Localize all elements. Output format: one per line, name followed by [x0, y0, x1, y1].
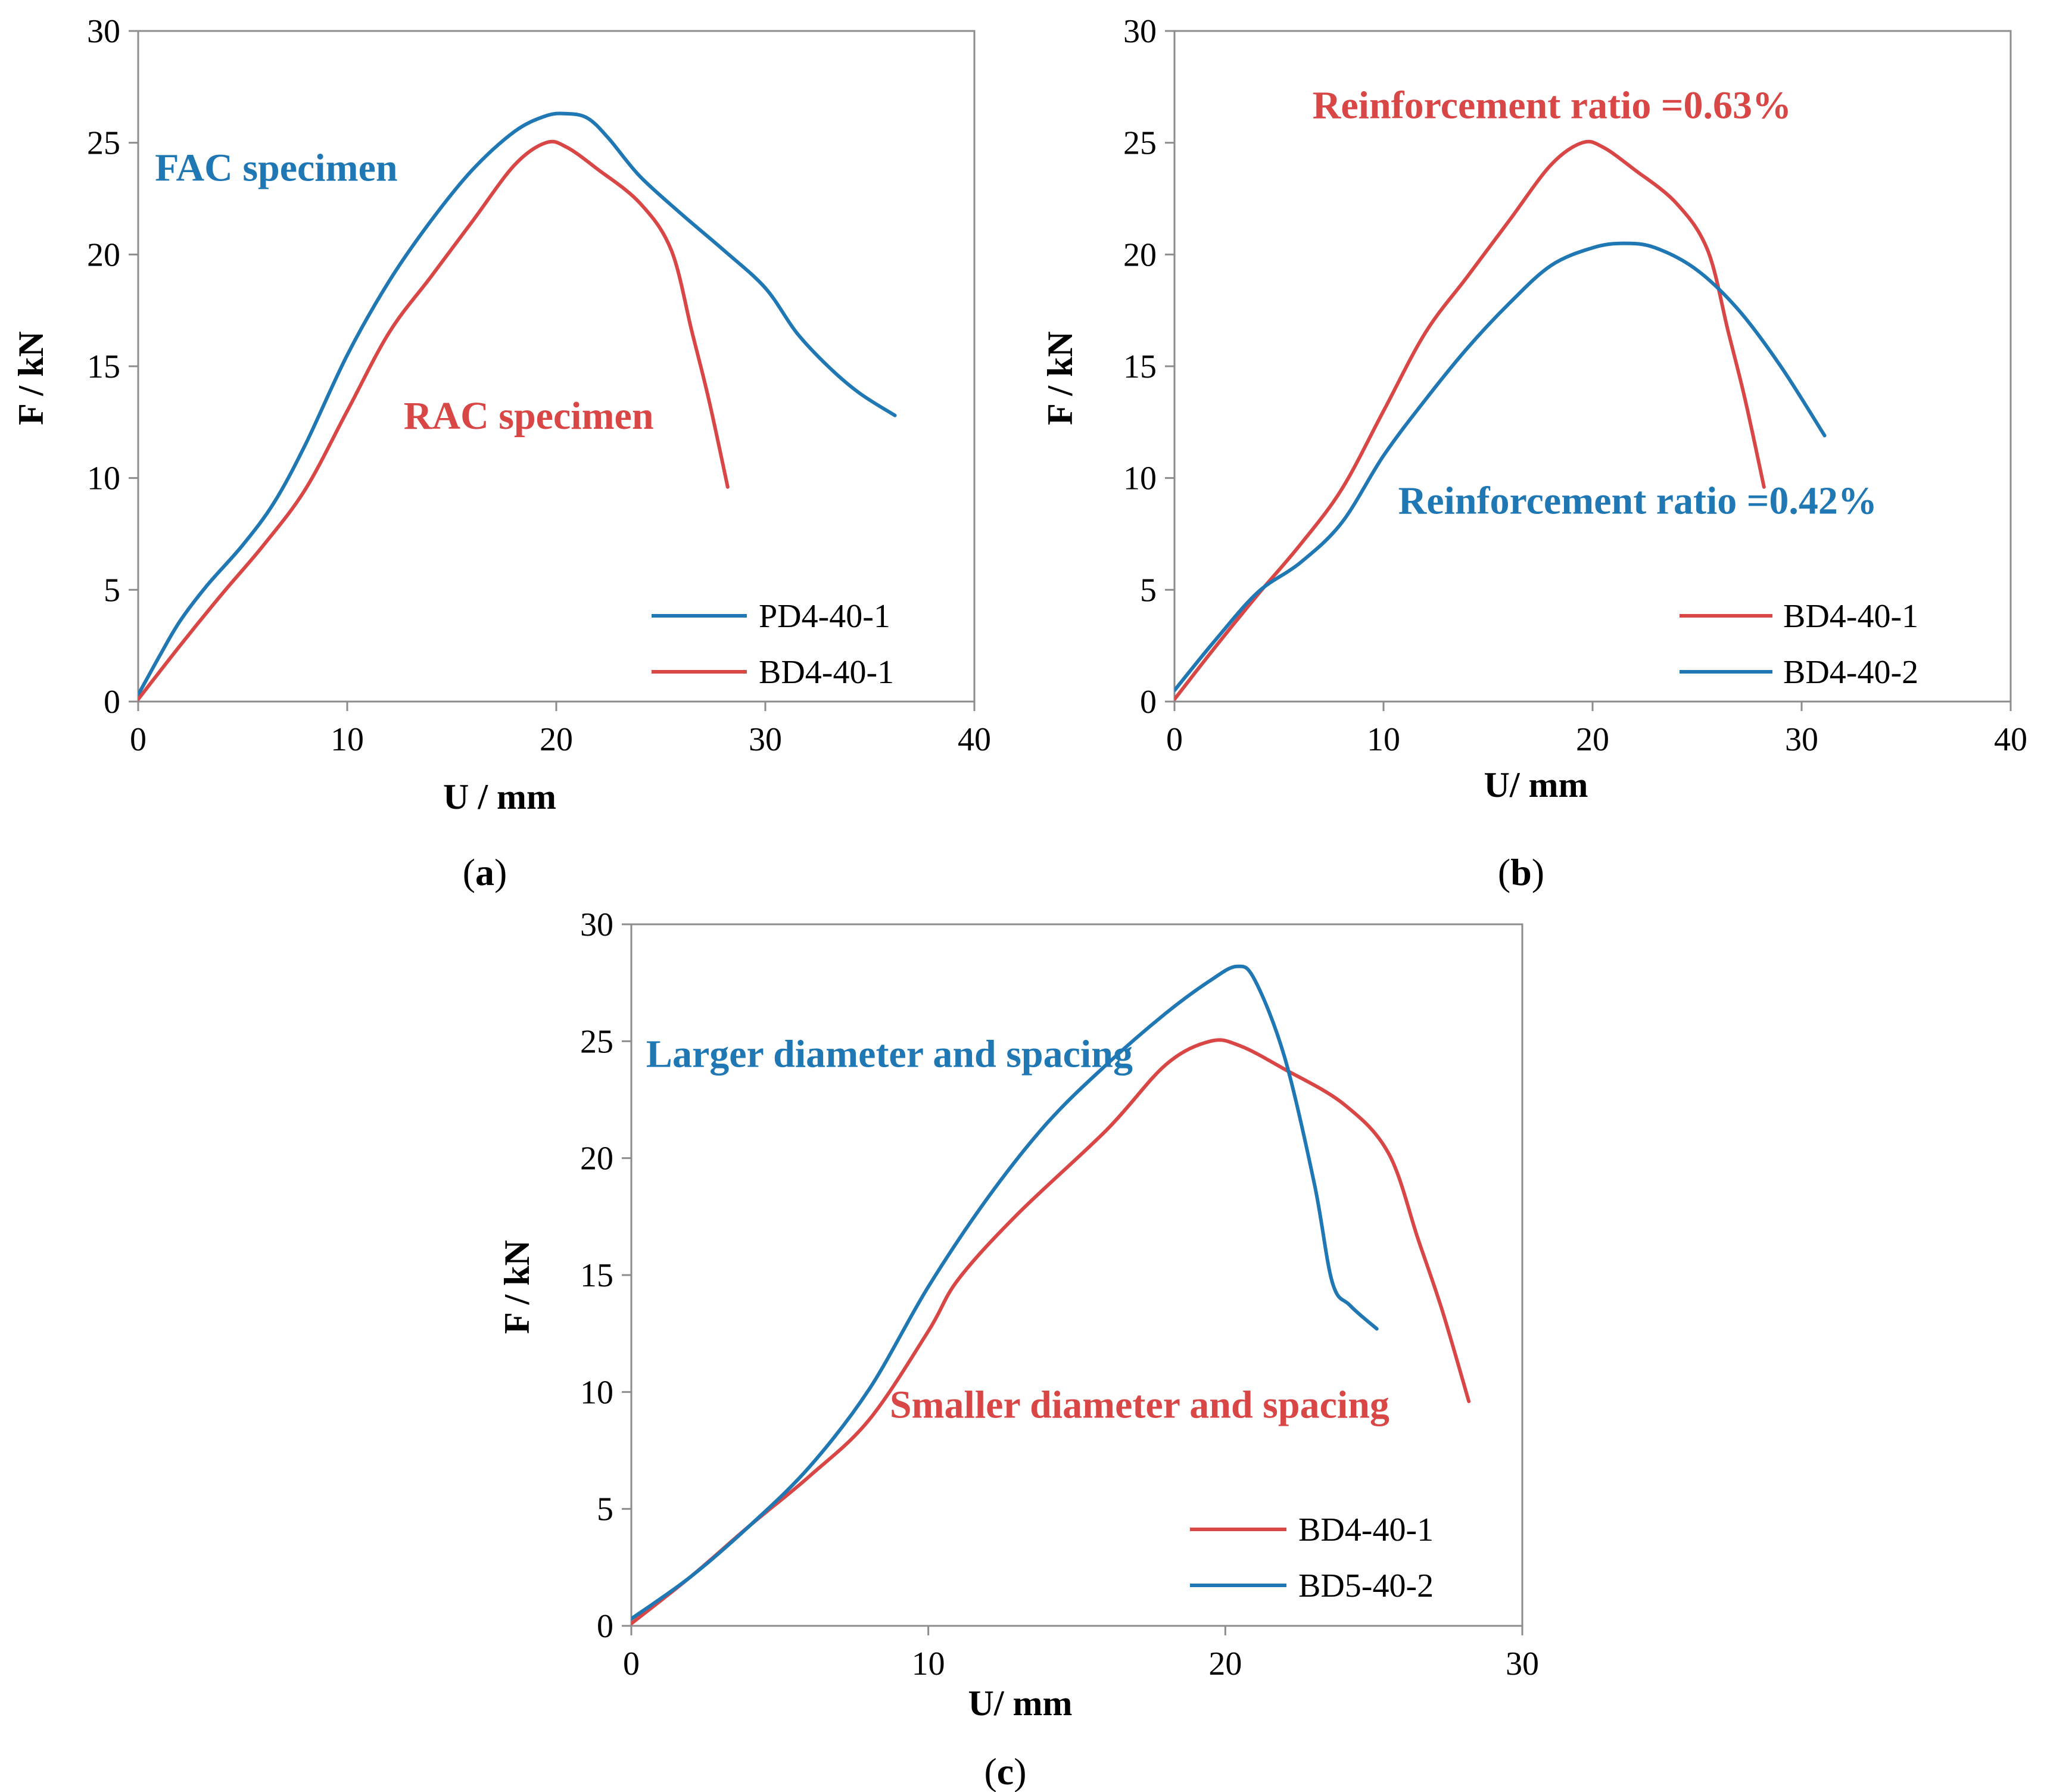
- series-line-PD4-40-1: [138, 111, 897, 697]
- x-tick-label: 30: [749, 721, 782, 758]
- x-tick-label: 0: [1166, 721, 1183, 758]
- annotation-label: Larger diameter and spacing: [646, 1033, 1133, 1076]
- x-tick-label: 40: [1994, 721, 2027, 758]
- x-axis-title: U/ mm: [1484, 765, 1588, 805]
- panel-label: (c): [984, 1750, 1026, 1792]
- x-tick-label: 20: [1576, 721, 1609, 758]
- y-tick-label: 10: [580, 1374, 613, 1411]
- y-tick-label: 25: [580, 1023, 613, 1060]
- y-tick-label: 15: [1123, 348, 1157, 385]
- panel-label: (b): [1498, 851, 1544, 893]
- x-tick-label: 0: [623, 1645, 640, 1682]
- legend-label-BD4-40-1: BD4-40-1: [1783, 598, 1918, 635]
- x-axis-title: U/ mm: [968, 1684, 1073, 1723]
- series-line-BD5-40-2: [631, 964, 1379, 1621]
- y-tick-label: 30: [1123, 13, 1157, 50]
- y-tick-label: 30: [87, 13, 120, 50]
- x-tick-label: 10: [331, 721, 364, 758]
- series-line-BD4-40-1: [1174, 139, 1766, 702]
- x-tick-label: 20: [1208, 1645, 1242, 1682]
- legend-label-BD4-40-1: BD4-40-1: [759, 654, 894, 691]
- y-axis-title: F / kN: [497, 1240, 537, 1334]
- legend-label-PD4-40-1: PD4-40-1: [759, 598, 890, 635]
- x-tick-label: 20: [540, 721, 573, 758]
- y-tick-label: 0: [1140, 684, 1157, 721]
- y-tick-label: 25: [1123, 125, 1157, 162]
- annotation-label: RAC specimen: [404, 394, 654, 438]
- x-tick-label: 10: [1367, 721, 1400, 758]
- x-axis-title: U / mm: [443, 777, 556, 816]
- y-tick-label: 5: [597, 1491, 613, 1528]
- y-tick-label: 0: [104, 684, 120, 721]
- annotation-label: Smaller diameter and spacing: [890, 1383, 1389, 1427]
- y-tick-label: 5: [104, 572, 120, 609]
- annotation-label: Reinforcement ratio =0.42%: [1398, 479, 1877, 523]
- series-line-BD4-40-1: [138, 139, 730, 702]
- y-tick-label: 10: [87, 460, 120, 497]
- y-tick-label: 15: [580, 1257, 613, 1294]
- chart-panel-a: 0 5 10 15 20 25 30 0 10 20 30 40 U / mm F / kN PD4-40-…: [11, 13, 991, 893]
- y-axis-title: F / kN: [11, 331, 51, 425]
- y-tick-label: 30: [580, 906, 613, 943]
- x-tick-label: 30: [1506, 1645, 1539, 1682]
- panel-label: (a): [463, 851, 507, 893]
- x-tick-label: 40: [958, 721, 991, 758]
- y-tick-label: 15: [87, 348, 120, 385]
- y-tick-label: 5: [1140, 572, 1157, 609]
- y-axis-title: F / kN: [1040, 331, 1080, 425]
- x-tick-label: 10: [912, 1645, 945, 1682]
- series-line-BD4-40-1: [631, 1038, 1471, 1626]
- series-line-BD4-40-2: [1174, 241, 1827, 693]
- x-tick-label: 30: [1785, 721, 1818, 758]
- y-tick-label: 0: [597, 1608, 613, 1645]
- y-tick-label: 20: [1123, 236, 1157, 273]
- y-tick-label: 10: [1123, 460, 1157, 497]
- legend-label-BD4-40-2: BD4-40-2: [1783, 654, 1918, 691]
- chart-panel-b: 0 5 10 15 20 25 30 0 10 20 30 40 U/ mm F / kN BD4-40-1…: [1040, 13, 2027, 893]
- chart-panel-c: 0 5 10 15 20 25 30 0 10 20 30 U/ mm F / kN BD4-40-1 BD…: [497, 906, 1539, 1792]
- annotation-label: Reinforcement ratio =0.63%: [1313, 83, 1791, 127]
- y-tick-label: 25: [87, 125, 120, 162]
- y-tick-label: 20: [87, 236, 120, 273]
- annotation-label: FAC specimen: [155, 146, 398, 189]
- y-tick-label: 20: [580, 1140, 613, 1177]
- legend-label-BD5-40-2: BD5-40-2: [1298, 1567, 1434, 1604]
- legend-label-BD4-40-1: BD4-40-1: [1298, 1511, 1434, 1548]
- x-tick-label: 0: [130, 721, 147, 758]
